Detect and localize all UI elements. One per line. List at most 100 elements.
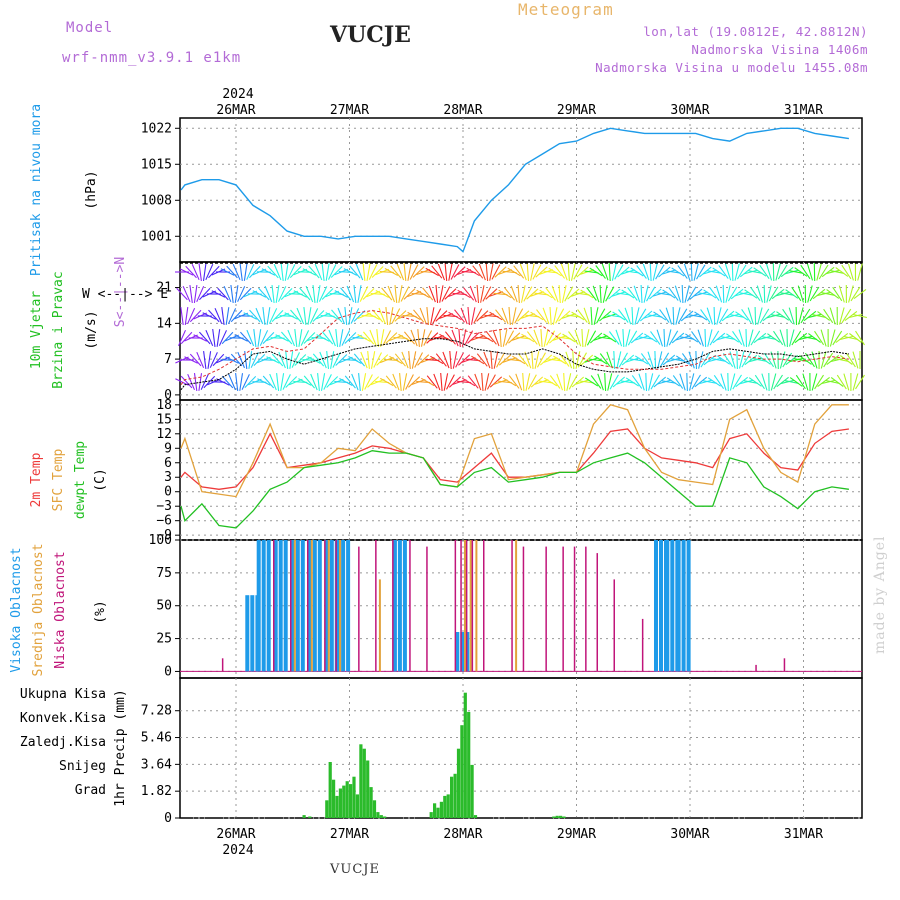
- cloud-label-low: Niska Oblacnost: [53, 551, 68, 668]
- wind-arrow: [821, 379, 836, 385]
- wind-arrow: [485, 288, 498, 300]
- wind-arrow: [679, 373, 686, 391]
- wind-arrow: [838, 285, 845, 303]
- pressure-line: [180, 127, 850, 253]
- wind-arrow: [683, 263, 691, 281]
- wind-arrow: [351, 373, 359, 391]
- wind-arrow: [736, 264, 747, 280]
- wind-arrow: [668, 330, 679, 346]
- wind-arrow: [847, 263, 854, 281]
- wind-arrow: [278, 351, 286, 369]
- cloud-bar: [515, 540, 518, 672]
- wind-arrow: [666, 329, 672, 347]
- wind-arrow: [621, 354, 635, 366]
- wind-arrow: [508, 332, 521, 344]
- wind-arrow: [834, 357, 849, 363]
- cloud-bar: [290, 540, 295, 672]
- wind-arrow: [228, 308, 237, 324]
- wind-arrow: [280, 263, 284, 281]
- cloud-bar: [273, 540, 275, 672]
- wind-arrow: [798, 355, 812, 365]
- wind-arrow: [312, 285, 316, 303]
- wind-arrow: [490, 350, 493, 370]
- wind-arrow: [450, 264, 460, 280]
- wind-arrow: [844, 310, 858, 322]
- wind-arrow: [696, 264, 706, 280]
- wind-arrow: [285, 351, 289, 369]
- wind-arrow: [305, 285, 314, 303]
- cloud-label-high: Visoka Oblacnost: [9, 547, 24, 672]
- wind-arrow: [830, 357, 845, 363]
- wind-arrow: [716, 335, 731, 341]
- cloud-bar: [266, 540, 271, 672]
- wind-arrow: [777, 264, 788, 280]
- wind-arrow: [659, 309, 670, 323]
- wind-arrow: [180, 375, 193, 389]
- y-tick-label: 100: [149, 533, 172, 548]
- wind-arrow: [688, 351, 695, 369]
- wind-arrow: [505, 330, 515, 346]
- wind-arrow: [271, 285, 275, 303]
- wind-arrow: [401, 351, 409, 369]
- precip-legend-item: Konvek.Kisa: [20, 711, 106, 726]
- wind-arrow: [258, 287, 270, 301]
- wind-arrow: [671, 267, 685, 277]
- wind-arrow: [384, 268, 399, 276]
- wind-arrow: [212, 329, 216, 347]
- wind-arrow: [556, 373, 564, 391]
- wind-arrow: [552, 335, 567, 341]
- top-year-label: 2024: [222, 87, 253, 102]
- cloud-bar: [676, 540, 681, 672]
- wind-arrow: [203, 351, 207, 369]
- precip-legend-item: Ukupna Kisa: [20, 687, 106, 702]
- cloud-bar: [670, 540, 675, 672]
- wind-arrow: [618, 352, 628, 368]
- wind-arrow: [512, 355, 526, 365]
- wind-arrow: [608, 331, 620, 345]
- wind-arrow: [718, 265, 729, 279]
- wind-arrow: [631, 306, 634, 326]
- wind-arrow: [549, 332, 562, 344]
- wind-arrow: [461, 329, 467, 347]
- wind-arrow: [789, 357, 804, 363]
- cloud-bar: [686, 540, 691, 672]
- wind-arrow: [773, 374, 783, 390]
- wind-arrow: [785, 354, 799, 366]
- cloud-bar: [454, 540, 457, 672]
- wind-arrow: [266, 307, 271, 325]
- wind-arrow: [257, 378, 271, 386]
- wind-arrow: [426, 307, 430, 325]
- wind-arrow: [739, 379, 754, 385]
- cloud-bar: [358, 546, 360, 672]
- cloud-bar: [392, 540, 397, 672]
- wind-arrow: [385, 307, 389, 325]
- wind-arrow: [788, 329, 795, 347]
- wind-arrow: [422, 287, 434, 301]
- model-label: Model: [66, 20, 114, 36]
- cloud-bar: [378, 579, 381, 672]
- wind-arrow: [823, 352, 834, 368]
- wind-arrow: [375, 290, 389, 298]
- wind-arrow: [791, 330, 802, 346]
- wind-arrow: [608, 288, 621, 300]
- wind-arrow: [532, 264, 542, 280]
- precip-bar: [439, 801, 443, 818]
- y-tick-label: 9: [164, 441, 172, 456]
- wind-arrow: [707, 357, 722, 363]
- wind-arrow: [255, 307, 264, 325]
- wind-arrow: [362, 263, 366, 281]
- precip-bar: [342, 785, 346, 818]
- wind-arrow: [189, 353, 202, 367]
- wind-arrow: [239, 373, 244, 391]
- wind-arrow: [829, 329, 836, 347]
- wind-arrow: [320, 373, 326, 391]
- wind-arrow: [615, 329, 623, 347]
- wind-arrow: [191, 263, 200, 281]
- wind-arrow: [693, 263, 699, 281]
- wind-arrow: [280, 331, 293, 345]
- wind-arrow: [697, 329, 704, 347]
- wind-arrow: [435, 285, 439, 303]
- precip-bar: [379, 815, 383, 818]
- wind-arrow: [713, 306, 716, 326]
- wind-arrow: [688, 373, 695, 391]
